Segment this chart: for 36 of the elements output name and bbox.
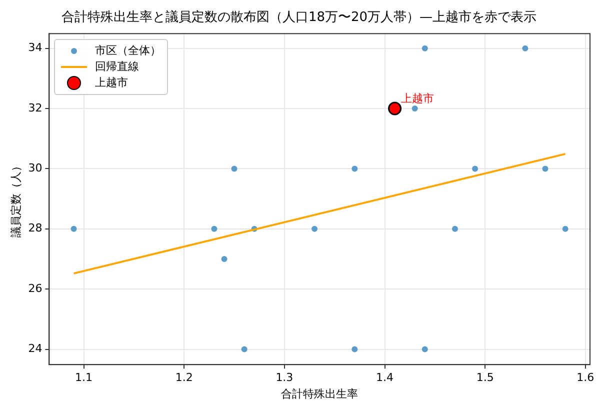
legend-label: 回帰直線	[95, 58, 140, 75]
x-tick-label: 1.6	[576, 371, 594, 384]
point	[562, 226, 568, 232]
x-tick-label: 1.4	[376, 371, 394, 384]
point	[221, 256, 228, 262]
annotation: 上越市	[400, 92, 434, 105]
x-tick-label: 1.1	[75, 371, 93, 384]
point	[412, 106, 418, 112]
y-tick-label: 32	[28, 101, 42, 114]
point	[422, 45, 428, 52]
x-tick-label: 1.5	[476, 371, 494, 384]
point	[452, 226, 458, 232]
point	[388, 102, 402, 116]
point	[352, 346, 358, 352]
point	[231, 166, 238, 172]
point	[522, 45, 528, 52]
legend-label: 上越市	[95, 74, 128, 91]
x-tick-label: 1.3	[276, 371, 294, 384]
legend-label: 市区（全体）	[95, 42, 162, 59]
x-tick-label: 1.2	[175, 371, 193, 384]
point	[422, 346, 428, 352]
y-tick-label: 28	[28, 222, 42, 235]
x-axis-title: 合計特殊出生率	[281, 387, 358, 400]
point	[352, 166, 358, 172]
point	[211, 226, 218, 232]
y-axis-title: 議員定数（人）	[9, 160, 22, 238]
y-tick-label: 24	[28, 342, 42, 356]
y-tick-label: 34	[28, 41, 42, 54]
point	[542, 166, 548, 172]
point	[312, 226, 318, 232]
y-tick-label: 30	[28, 162, 42, 175]
chart-title: 合計特殊出生率と議員定数の散布図（人口18万〜20万人帯）—上越市を赤で表示	[61, 9, 537, 26]
point	[70, 226, 77, 232]
point	[472, 166, 478, 172]
y-tick-label: 26	[28, 282, 42, 295]
point	[241, 346, 248, 352]
